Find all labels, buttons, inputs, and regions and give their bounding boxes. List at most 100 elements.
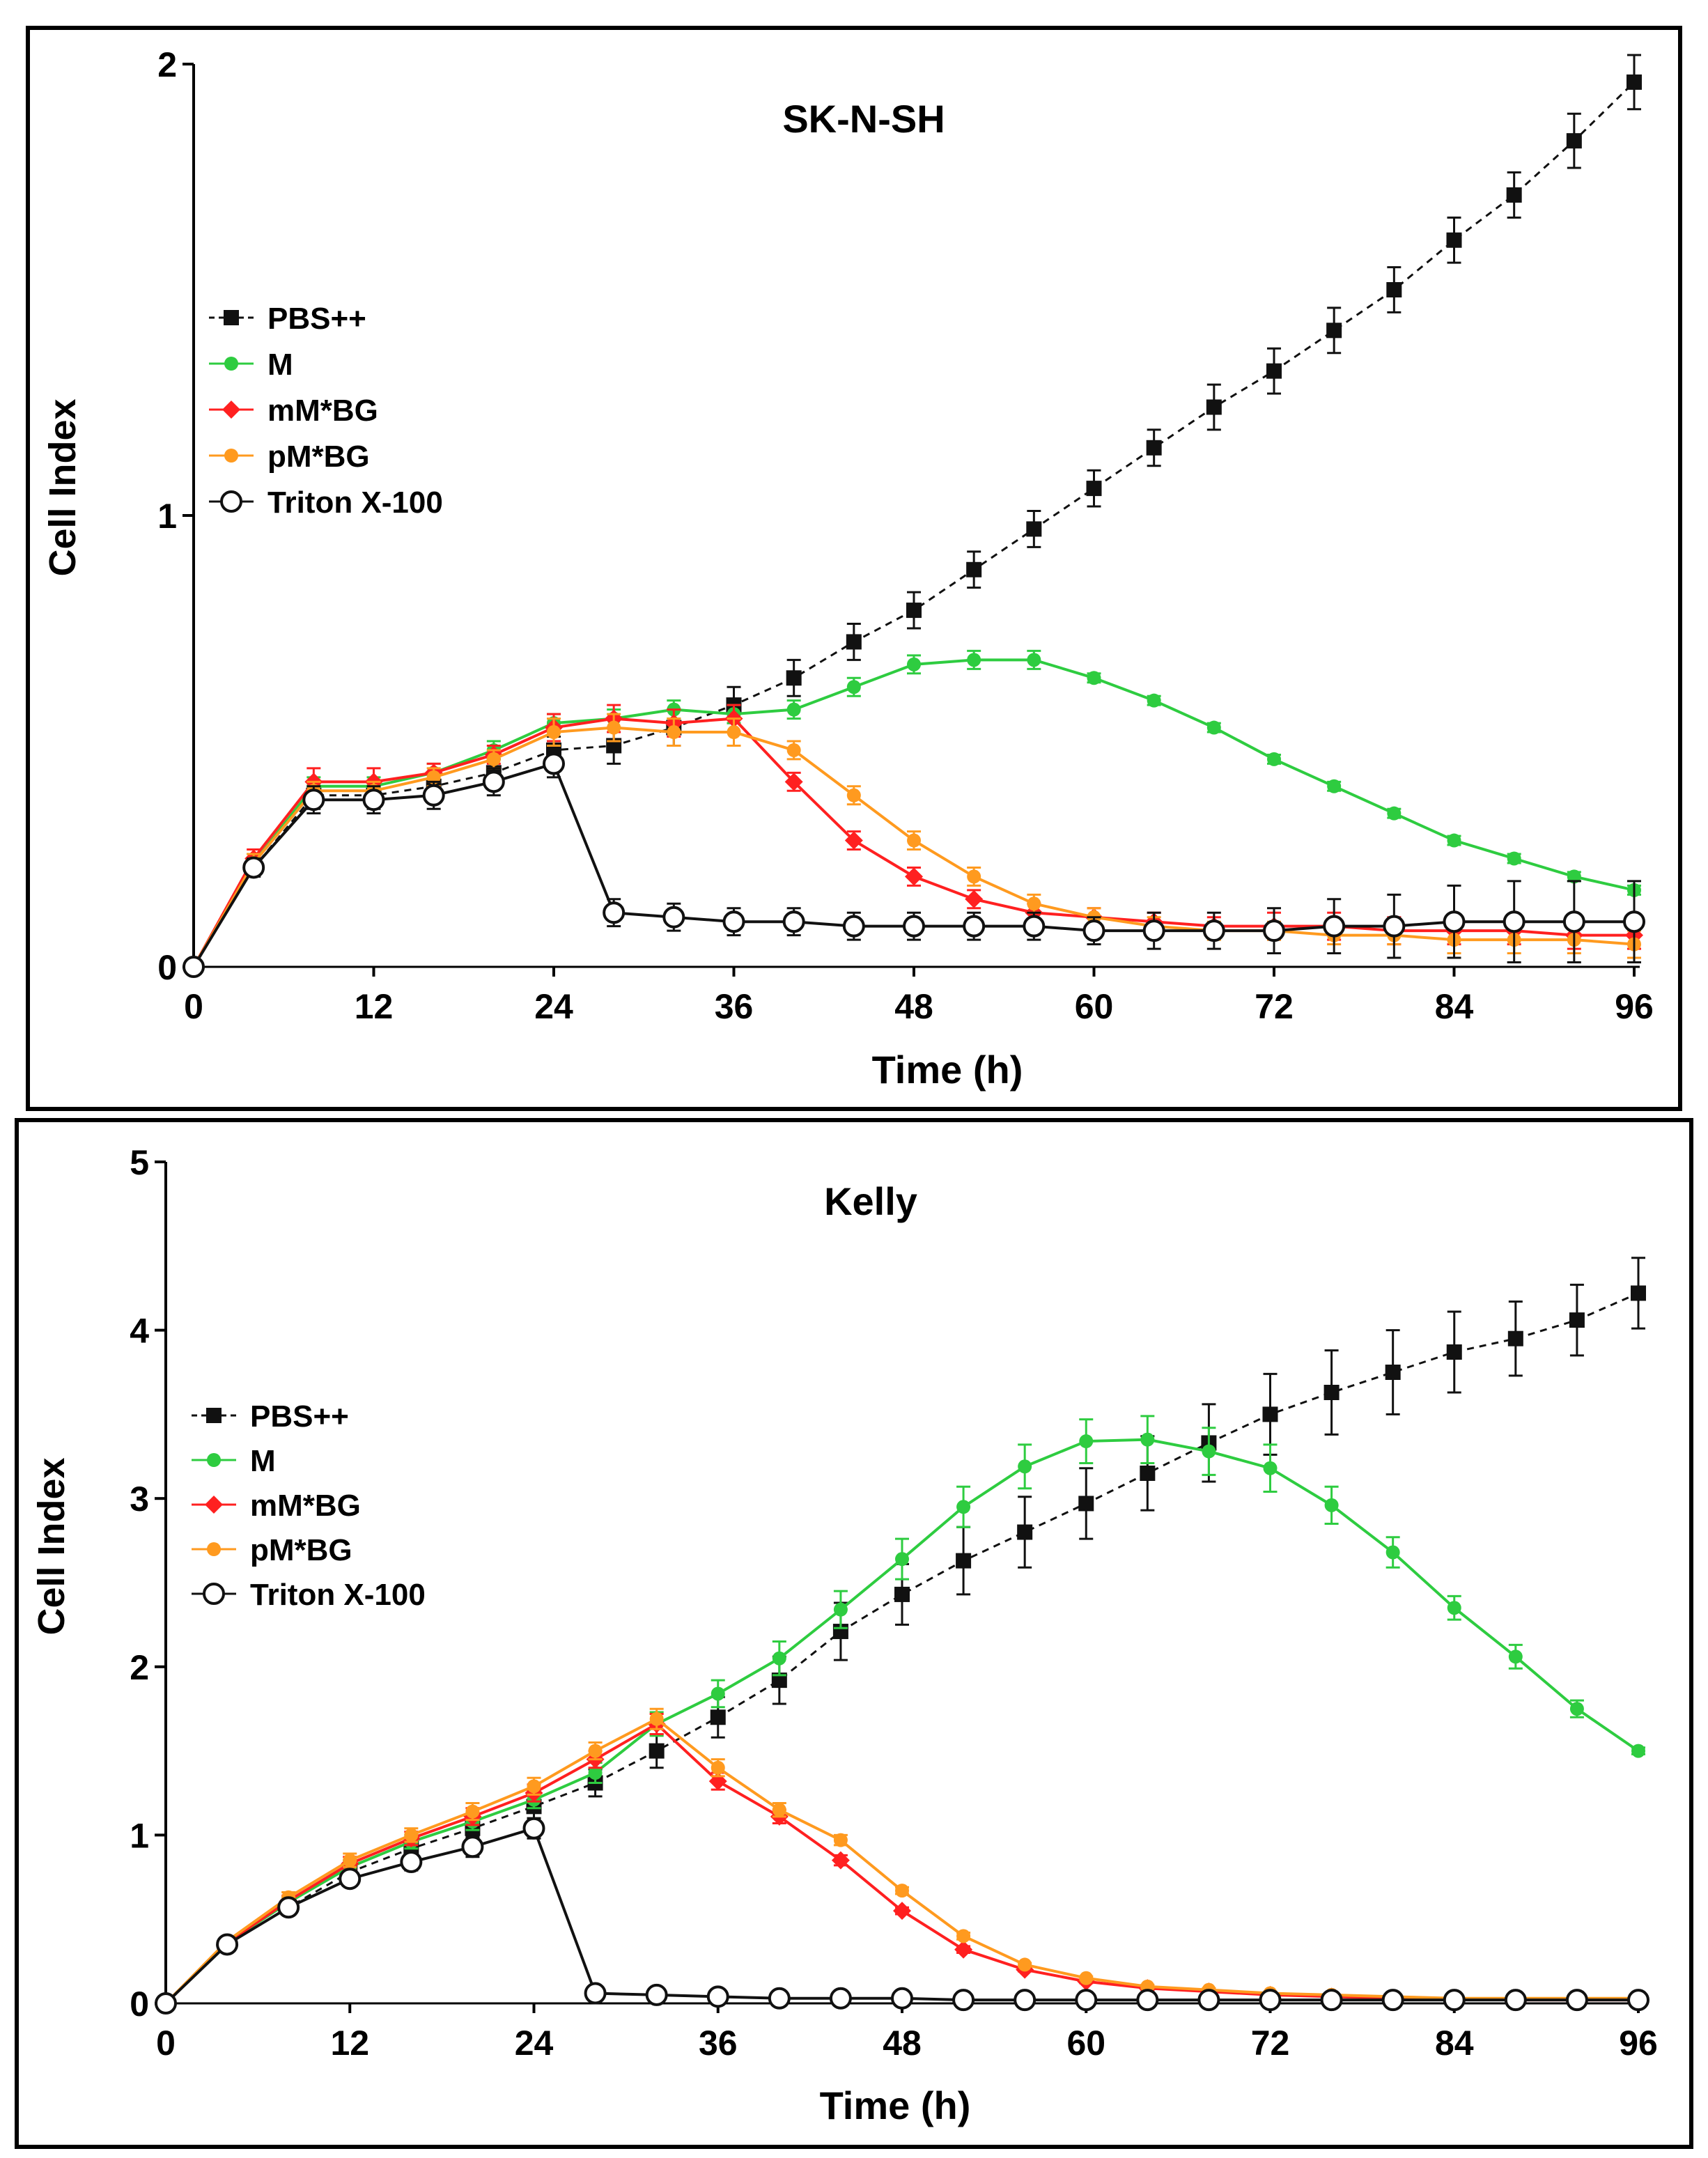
data-point (404, 1828, 419, 1842)
data-point (772, 1651, 786, 1666)
data-point (1262, 1406, 1278, 1422)
data-point (1562, 910, 1585, 933)
series-pbs- (158, 1257, 1646, 2011)
data-point (588, 1766, 603, 1780)
data-point (846, 788, 861, 802)
legend-label: M (267, 348, 293, 382)
data-point (768, 1987, 791, 2010)
y-tick-label: 2 (130, 1648, 149, 1687)
data-point (893, 1902, 911, 1920)
legend-label: Triton X-100 (267, 486, 443, 520)
data-point (1623, 910, 1645, 933)
data-point (844, 831, 863, 850)
data-point (1507, 1330, 1523, 1346)
data-point (1026, 521, 1042, 537)
data-point (1508, 1649, 1523, 1664)
x-tick-label: 60 (1066, 2024, 1105, 2063)
data-point (786, 743, 801, 757)
legend-label: pM*BG (250, 1533, 352, 1567)
data-point (1627, 74, 1642, 90)
data-point (1631, 1744, 1645, 1758)
data-point (1387, 806, 1402, 821)
data-point (1381, 1989, 1404, 2012)
data-point (183, 956, 205, 978)
data-point (1147, 693, 1161, 708)
data-point (649, 1743, 665, 1759)
data-point (954, 1940, 973, 1959)
data-point (1569, 1312, 1585, 1328)
data-point (645, 1983, 668, 2006)
data-point (1202, 919, 1225, 942)
data-point (1326, 323, 1342, 339)
data-point (527, 1779, 541, 1794)
legend-label: pM*BG (267, 440, 370, 474)
x-tick-label: 84 (1435, 987, 1474, 1026)
data-point (1386, 282, 1402, 297)
data-point (846, 634, 862, 650)
series-line (164, 1722, 1638, 2005)
legend-marker (224, 357, 238, 371)
data-point (1507, 851, 1521, 866)
data-point (1383, 915, 1406, 938)
data-point (667, 725, 681, 740)
legend-marker (224, 310, 239, 325)
data-point (1323, 1384, 1340, 1400)
data-point (1506, 187, 1522, 203)
y-axis-label: Cell Index (31, 1457, 72, 1635)
data-point (461, 1835, 484, 1858)
legend-label: mM*BG (267, 394, 378, 428)
legend-item: M (209, 348, 293, 382)
data-point (649, 1711, 664, 1726)
data-point (963, 915, 986, 938)
data-point (891, 1987, 913, 2010)
y-tick-label: 1 (130, 1816, 149, 1855)
data-point (1018, 1459, 1032, 1474)
data-point (706, 1985, 729, 2008)
legend-label: PBS++ (250, 1399, 349, 1434)
data-point (1323, 915, 1346, 938)
data-point (1566, 133, 1582, 149)
data-point (1197, 1989, 1220, 2012)
data-point (1447, 1601, 1461, 1615)
x-tick-label: 12 (330, 2024, 369, 2063)
x-tick-label: 48 (883, 2024, 922, 2063)
data-point (1078, 1496, 1094, 1512)
legend-marker (205, 1496, 223, 1514)
x-tick-label: 24 (515, 2024, 554, 2063)
data-point (1385, 1545, 1400, 1560)
legend-marker (220, 490, 242, 513)
chart-title: Kelly (824, 1179, 917, 1223)
legend-item: Triton X-100 (192, 1578, 426, 1612)
chart-title: SK-N-SH (782, 97, 945, 141)
data-point (1027, 653, 1041, 667)
data-point (1087, 671, 1101, 685)
y-axis-label: Cell Index (42, 398, 84, 576)
data-point (786, 702, 801, 717)
data-point (833, 1833, 848, 1847)
data-point (1447, 833, 1461, 848)
x-tick-label: 84 (1435, 2024, 1474, 2063)
data-point (1565, 1989, 1588, 2012)
data-point (1263, 1461, 1278, 1475)
data-point (522, 1817, 545, 1840)
data-point (842, 915, 865, 938)
data-point (895, 1884, 909, 1898)
x-tick-label: 36 (699, 2024, 738, 2063)
plot-area (183, 54, 1645, 978)
data-point (588, 1744, 603, 1758)
data-point (786, 670, 802, 686)
data-point (1018, 1957, 1032, 1972)
data-point (846, 680, 861, 694)
legend-item: PBS++ (209, 302, 366, 336)
data-point (727, 725, 741, 740)
data-point (1206, 399, 1222, 415)
legend-label: PBS++ (267, 302, 366, 336)
data-point (905, 867, 923, 886)
data-point (543, 752, 565, 775)
x-tick-label: 48 (894, 987, 933, 1026)
x-tick-label: 72 (1255, 987, 1294, 1026)
legend-marker (224, 449, 238, 463)
x-tick-label: 96 (1619, 2024, 1658, 2063)
